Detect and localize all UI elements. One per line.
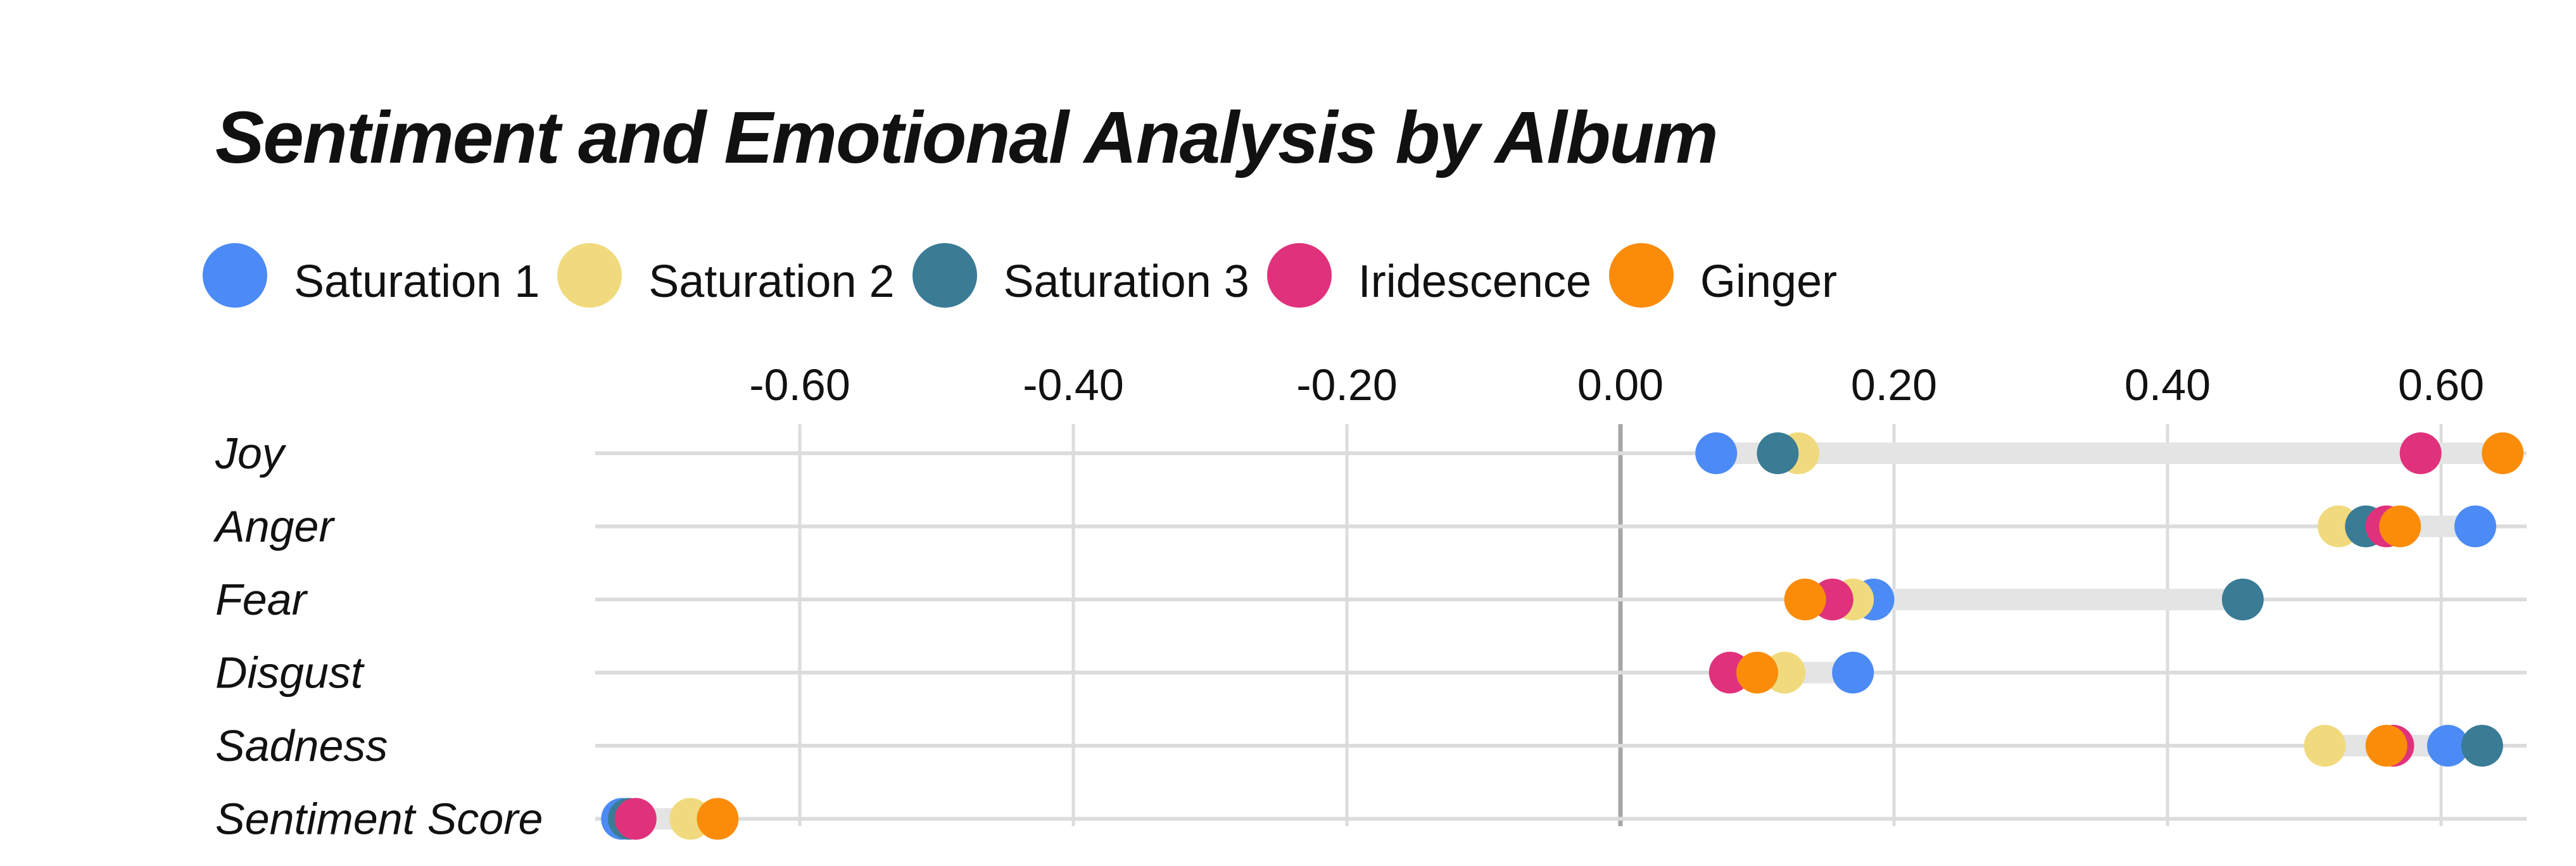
legend-label: Iridescence (1358, 256, 1591, 307)
x-tick-label: 0.40 (2125, 360, 2211, 410)
x-tick-label: 0.00 (1577, 360, 1664, 410)
legend-label: Saturation 2 (648, 256, 895, 307)
x-tick-label: -0.40 (1023, 360, 1124, 410)
data-point (2221, 579, 2264, 620)
data-point (2427, 725, 2469, 767)
x-tick-label: 0.60 (2398, 360, 2484, 410)
data-point (2399, 432, 2442, 474)
data-point (614, 798, 657, 840)
data-point (2304, 725, 2346, 767)
legend-swatch (203, 243, 267, 308)
legend-item: Iridescence (1266, 243, 1591, 308)
legend: Saturation 1 Saturation 2 Saturation 3 Irid… (203, 241, 1855, 310)
data-point (2482, 432, 2524, 474)
legend-swatch (1609, 243, 1674, 308)
data-point (2454, 505, 2496, 548)
category-label: Joy (215, 429, 287, 478)
category-label: Sadness (215, 721, 388, 770)
x-tick-label: -0.20 (1296, 360, 1398, 410)
legend-swatch (1266, 243, 1332, 308)
legend-label: Ginger (1700, 256, 1838, 307)
data-point (1832, 651, 1874, 694)
data-point (1695, 432, 1738, 474)
legend-item: Ginger (1609, 243, 1837, 308)
x-tick-label: -0.60 (749, 360, 850, 410)
x-tick-label: 0.20 (1851, 360, 1937, 410)
legend-swatch (557, 243, 622, 308)
chart-title: Sentiment and Emotional Analysis by Albu… (215, 96, 1719, 179)
data-point (1736, 651, 1778, 694)
category-label: Sentiment Score (215, 794, 543, 844)
category-label: Fear (215, 575, 308, 624)
data-point (2461, 725, 2503, 767)
data-point (1784, 579, 1826, 620)
legend-swatch (912, 243, 977, 308)
data-point (2379, 505, 2421, 548)
data-point (697, 798, 739, 840)
data-point (2365, 725, 2408, 767)
data-point (1757, 432, 1799, 474)
legend-label: Saturation 3 (1003, 256, 1249, 307)
legend-item: Saturation 3 (912, 243, 1249, 308)
legend-item: Saturation 2 (557, 243, 895, 308)
legend-item: Saturation 1 (203, 243, 540, 308)
category-label: Disgust (215, 648, 365, 698)
category-label: Anger (213, 502, 335, 551)
legend-label: Saturation 1 (294, 256, 540, 307)
